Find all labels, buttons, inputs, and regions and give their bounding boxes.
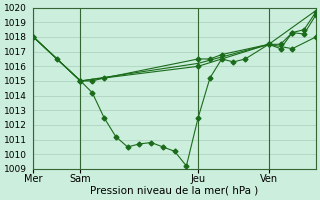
X-axis label: Pression niveau de la mer( hPa ): Pression niveau de la mer( hPa ) [91, 186, 259, 196]
